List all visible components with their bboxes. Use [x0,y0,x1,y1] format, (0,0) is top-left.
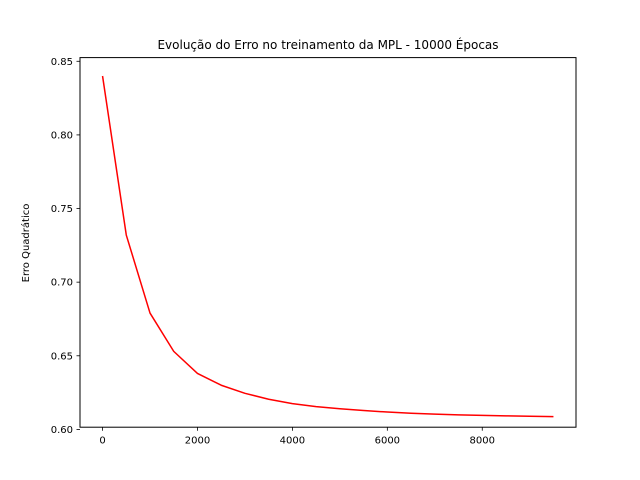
plot-area-frame [79,57,577,428]
x-tick-label: 0 [99,436,105,447]
y-tick-label: 0.85 [51,57,73,68]
plot-lines-group [101,75,554,418]
series-line [101,75,554,418]
ticks-group: 0 2000 4000 6000 8000 0.60 0.65 0.70 0.75 0.80 0.8… [51,57,495,447]
x-tick-label: 8000 [470,436,495,447]
y-tick-label: 0.60 [51,425,73,436]
y-tick-label: 0.70 [51,278,73,289]
x-tick-label: 2000 [185,436,210,447]
chart-title: Evolução do Erro no treinamento da MPL -… [157,37,498,52]
y-tick-label: 0.65 [51,351,73,362]
x-tick-label: 4000 [280,436,305,447]
x-tick-label: 6000 [375,436,400,447]
y-tick-label: 0.80 [51,130,73,141]
y-tick-label: 0.75 [51,204,73,215]
y-axis-label: Erro Quadrático [20,204,32,283]
